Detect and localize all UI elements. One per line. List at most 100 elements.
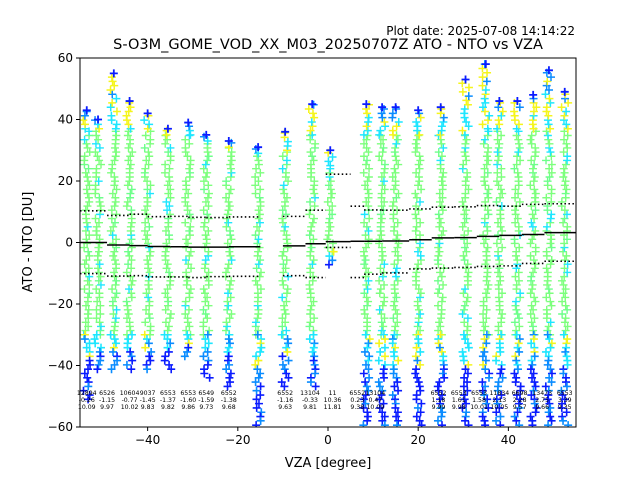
- data-point-vza-38: [492, 416, 501, 425]
- data-point-vza-20: [416, 156, 425, 165]
- data-point-vza-20: [412, 214, 421, 223]
- bin-stat-label: 1.18: [432, 397, 446, 404]
- data-point-vza-8_5: [359, 247, 368, 256]
- data-point-vza-42: [514, 339, 523, 348]
- data-point-vza--22: [225, 280, 234, 289]
- data-point-vza-25: [435, 189, 444, 198]
- data-point-vza-12: [378, 416, 387, 425]
- data-point-vza-49: [547, 185, 556, 194]
- data-point-vza--3_5: [305, 280, 314, 289]
- data-point-vza--40: [143, 109, 152, 118]
- bin-stat-label: 9.81: [303, 404, 317, 411]
- data-point-vza-30_5: [460, 305, 469, 314]
- data-point-vza--53_5: [81, 268, 90, 277]
- data-point-vza--44: [125, 164, 134, 173]
- data-point-vza-12: [380, 117, 389, 126]
- data-point-vza-20: [414, 181, 423, 190]
- data-point-vza-30_5: [464, 83, 473, 92]
- data-point-vza-20: [411, 189, 420, 198]
- data-point-vza--47_5: [112, 185, 121, 194]
- data-point-vza--27: [201, 160, 210, 169]
- data-point-vza-45_5: [529, 268, 538, 277]
- data-point-vza--15_5: [256, 391, 265, 400]
- data-point-vza--31: [185, 322, 194, 331]
- data-point-vza-45_5: [532, 103, 541, 112]
- data-point-vza-42: [513, 214, 522, 223]
- data-point-vza-30_5: [458, 197, 467, 206]
- data-point-vza--40: [140, 330, 149, 339]
- data-point-vza--9_5: [283, 137, 292, 146]
- data-point-vza--9_5: [277, 378, 286, 387]
- data-point-vza--9_5: [279, 260, 288, 269]
- data-point-vza-49: [543, 222, 552, 231]
- data-point-vza--22: [225, 339, 234, 348]
- data-point-vza--40: [145, 120, 154, 129]
- data-point-vza--31: [184, 305, 193, 314]
- data-point-vza-35: [481, 356, 490, 365]
- data-point-vza--51: [95, 289, 104, 298]
- data-point-vza--27: [203, 360, 212, 369]
- data-point-vza-20: [416, 293, 425, 302]
- data-point-vza--15_5: [255, 210, 264, 219]
- data-point-vza-25: [434, 386, 443, 395]
- data-point-vza-49: [547, 197, 556, 206]
- data-point-vza-52_5: [563, 260, 572, 269]
- data-point-vza-15: [389, 314, 398, 323]
- data-point-vza--31: [186, 222, 195, 231]
- data-point-vza--51: [95, 143, 104, 152]
- data-point-vza-49: [543, 77, 552, 86]
- data-point-vza-20: [416, 289, 425, 298]
- data-point-vza-8_5: [362, 382, 371, 391]
- data-point-vza--15_5: [254, 373, 263, 382]
- bin-stat-label: 9.63: [278, 404, 292, 411]
- data-point-vza-35: [480, 107, 489, 116]
- data-point-vza--3_5: [310, 202, 319, 211]
- data-point-vza--47_5: [112, 276, 121, 285]
- data-point-vza--15_5: [255, 226, 264, 235]
- data-point-vza--35_5: [165, 268, 174, 277]
- data-point-vza--35_5: [162, 264, 171, 273]
- data-point-vza--22: [222, 268, 231, 277]
- data-point-vza-20: [414, 314, 423, 323]
- data-point-vza--47_5: [109, 343, 118, 352]
- data-point-vza-52_5: [562, 210, 571, 219]
- data-point-vza-12: [379, 143, 388, 152]
- data-point-vza--35_5: [165, 202, 174, 211]
- data-point-vza--47_5: [107, 365, 116, 374]
- data-point-vza-12: [377, 173, 386, 182]
- data-point-vza--3_5: [307, 222, 316, 231]
- data-point-vza--27: [201, 173, 210, 182]
- data-point-vza--53_5: [82, 256, 91, 265]
- data-point-vza-52_5: [561, 326, 570, 335]
- data-point-vza-42: [513, 408, 522, 417]
- data-point-vza-52_5: [557, 103, 566, 112]
- data-point-vza-15: [390, 260, 399, 269]
- data-point-vza-35: [478, 81, 487, 90]
- data-point-vza-12: [375, 395, 384, 404]
- data-point-vza--44: [124, 107, 133, 116]
- data-point-vza-35: [481, 421, 490, 427]
- data-point-vza--47_5: [108, 189, 117, 198]
- data-point-vza-49: [546, 297, 555, 306]
- data-point-vza-25: [435, 378, 444, 387]
- data-point-vza--47_5: [109, 347, 118, 356]
- data-point-vza--47_5: [110, 173, 119, 182]
- data-point-vza--9_5: [278, 360, 287, 369]
- data-point-vza--9_5: [278, 322, 287, 331]
- data-point-vza-52_5: [562, 378, 571, 387]
- data-point-vza-25: [434, 210, 443, 219]
- data-point-vza--47_5: [112, 289, 121, 298]
- data-point-vza-38: [493, 399, 502, 408]
- data-point-vza--40: [141, 343, 150, 352]
- data-point-vza-15: [391, 403, 400, 412]
- data-point-vza-38: [492, 408, 501, 417]
- data-point-vza-0_5: [324, 226, 333, 235]
- data-point-vza-8_5: [362, 280, 371, 289]
- data-point-vza--35_5: [165, 314, 174, 323]
- data-point-vza-45_5: [528, 222, 537, 231]
- bin-stat-label: 10.09: [78, 404, 96, 411]
- data-point-vza--35_5: [161, 318, 170, 327]
- x-axis-label: VZA [degree]: [285, 456, 372, 471]
- data-point-vza--31: [186, 156, 195, 165]
- data-point-vza-35: [478, 103, 487, 112]
